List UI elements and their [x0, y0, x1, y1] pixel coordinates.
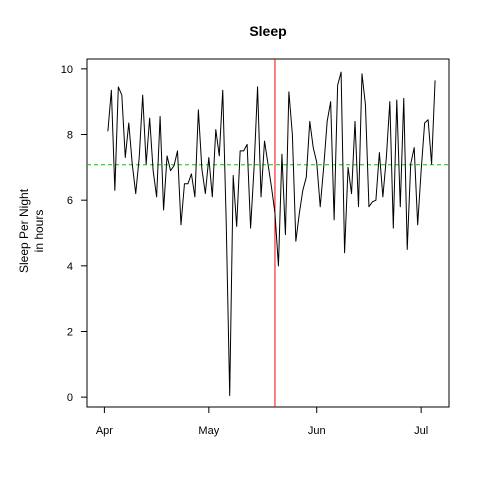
- y-tick-label-0: 0: [67, 392, 73, 404]
- plot-frame: [86, 58, 450, 408]
- y-tick-label-2: 2: [67, 326, 73, 338]
- y-tick-label-10: 10: [61, 64, 73, 76]
- y-tick-label-8: 8: [67, 130, 73, 142]
- y-axis-label: Sleep Per Night in hours: [17, 188, 46, 273]
- y-axis-label-line1: Sleep Per Night: [17, 188, 31, 273]
- chart-title: Sleep: [249, 23, 286, 39]
- x-tick-label-apr: Apr: [96, 425, 113, 437]
- x-tick-label-may: May: [198, 425, 219, 437]
- y-tick-label-4: 4: [67, 261, 73, 273]
- y-axis-label-line2: in hours: [32, 210, 46, 253]
- sleep-series-line: [107, 71, 436, 397]
- y-tick-label-6: 6: [67, 195, 73, 207]
- x-tick-label-jul: Jul: [414, 425, 428, 437]
- x-tick-label-jun: Jun: [308, 425, 326, 437]
